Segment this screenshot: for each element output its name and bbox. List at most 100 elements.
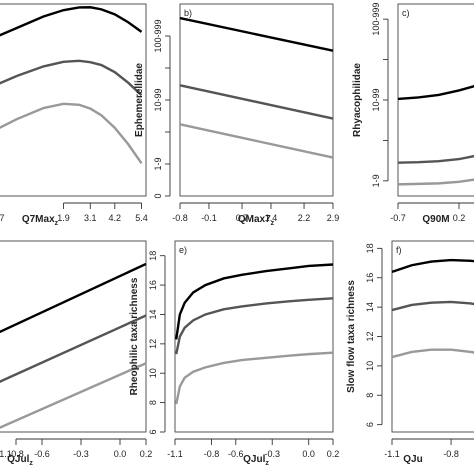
y-tick-label: 0 [153,193,163,198]
x-axis-title: QMax7z [238,214,275,227]
x-tick-label: 4.2 [109,213,122,223]
series-line-1 [179,16,334,52]
series-line-3 [179,123,334,159]
series-line-1 [391,258,474,273]
x-tick-label: 0.2 [453,213,466,223]
series-line-3 [0,362,147,429]
x-tick-label: 5.4 [135,213,148,223]
panel-e: -1.1 -0.8 -0.6 -0.3 0.0 0.2 6 8 10 12 14 16 18 Rheoph… [129,240,340,467]
x-axis-title: QJu [403,454,422,465]
x-axis-title-main: Q90M [422,214,449,225]
x-tick-label: -0.8 [8,449,24,459]
y-tick-label: 16 [148,280,158,290]
y-tick-label: 16 [365,273,375,283]
x-axis-title: QJulz [243,454,269,467]
plot-frame [0,3,147,197]
panel-label: e) [179,245,187,255]
y-tick-label: 18 [148,251,158,261]
series-line-2 [0,59,143,97]
panel-label: c) [402,8,410,18]
y-axis-title: Rheophilic taxa richness [129,277,140,395]
y-tick-label: 8 [148,400,158,405]
y-tick-label: 10 [365,361,375,371]
y-axis-title: Rhyacophilidae [352,63,363,137]
x-axis-title: Q90M [422,214,449,225]
series-line-3 [391,348,474,359]
series-line-3 [0,102,143,165]
y-tick-label: 6 [148,429,158,434]
y-tick-label: 18 [365,243,375,253]
x-tick-label: -0.8 [204,449,220,459]
series-line-2 [179,84,334,120]
x-tick-label: -0.8 [443,449,459,459]
x-tick-label: -0.7 [390,213,406,223]
x-axis-title-subscript: z [29,460,33,467]
x-axis-title-main: Q7Max [22,214,55,225]
y-tick-label: 10 [148,368,158,378]
panel-f: -1.1-0.8-0.6681012141618Slow flow taxa r… [346,240,474,465]
series-line-3 [175,351,334,405]
plot-frame [391,240,474,433]
series-line-1 [0,6,143,37]
x-axis-title-main: QMax7 [238,214,271,225]
x-axis-title-main: QJul [7,454,29,465]
x-tick-label: -1.1 [384,449,400,459]
series-line-3 [397,178,474,186]
y-tick-label: 1-9 [371,174,381,187]
x-tick-label: 2.2 [298,213,311,223]
y-tick-label: 6 [365,422,375,427]
series-line-1 [397,85,474,101]
y-tick-label: 100-999 [153,19,163,52]
y-tick-label: 12 [148,339,158,349]
x-axis-title: QJulz [7,454,33,467]
x-tick-label: 1.4 [265,213,278,223]
y-tick-label: 10-99 [371,88,381,111]
x-tick-label: 2.9 [327,213,340,223]
x-tick-label: -0.3 [264,449,280,459]
x-axis-title-subscript: z [271,220,275,227]
panel-b: -0.8 -0.1 0.7 1.4 2.2 2.9 0 1-9 10-99 100-999 Ephe… [134,3,340,227]
x-axis-title-subscript: z [265,460,269,467]
x-tick-label: 0.7 [236,213,249,223]
panel-c: -0.70.21.11-910-99100-999Rhyacophilidaec… [352,3,474,225]
y-tick-label: 8 [365,393,375,398]
x-tick-label: -0.8 [172,213,188,223]
x-tick-label: 0.2 [327,449,340,459]
y-tick-label: 14 [365,302,375,312]
y-tick-label: 1-9 [153,157,163,170]
series-line-2 [175,297,334,355]
x-axis-title-subscript: z [55,220,59,227]
y-tick-label: 100-999 [371,3,381,36]
y-axis-title: Ephemerellidae [134,63,145,137]
x-tick-label: -0.3 [73,449,89,459]
y-tick-label: 12 [365,331,375,341]
x-tick-label: 0.0 [302,449,315,459]
x-tick-label: -1.1 [167,449,183,459]
plot-frame [174,240,334,433]
plot-frame [0,240,147,433]
y-tick-label: 10-99 [153,88,163,111]
x-axis-title-main: QJul [243,454,265,465]
panel-label: b) [184,8,192,18]
x-tick-label-partial: -1.1 [0,449,12,459]
x-tick-label-partial: 7 [0,213,5,223]
panel-label: f) [396,245,402,255]
x-tick-label: 0.0 [114,449,127,459]
series-line-1 [175,263,334,340]
y-tick-label: 14 [148,309,158,319]
plot-frame [397,3,474,197]
panel-a: 1.9 3.1 4.2 5.4 7 Q7Maxz [0,3,148,227]
x-tick-label: -0.1 [201,213,217,223]
series-line-2 [391,300,474,312]
series-line-2 [0,314,147,383]
x-tick-label: -0.6 [228,449,244,459]
x-axis-title: Q7Maxz [22,214,59,227]
y-axis-title: Slow flow taxa richness [346,280,357,393]
x-tick-label: 0.2 [140,449,153,459]
series-line-2 [397,154,474,164]
x-axis-title-main: QJu [403,454,422,465]
series-line-1 [0,262,147,334]
plot-frame [179,3,334,197]
